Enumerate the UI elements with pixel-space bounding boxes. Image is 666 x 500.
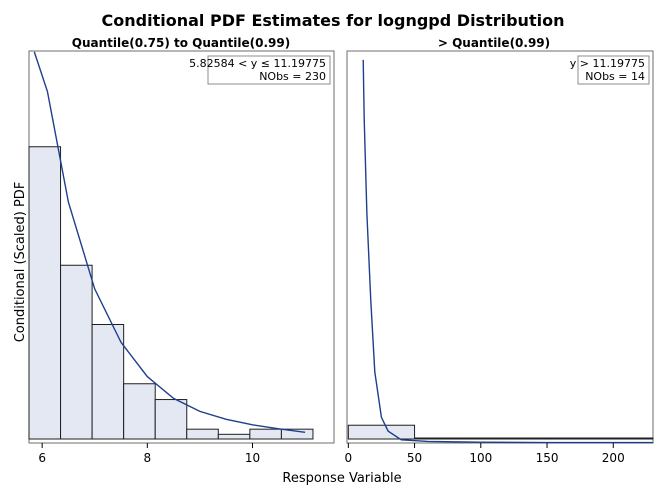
right-density-curve — [362, 59, 653, 444]
x-tick-label: 8 — [143, 451, 151, 465]
right-panel-title: > Quantile(0.99) — [438, 36, 550, 50]
left-histogram — [28, 146, 314, 440]
x-tick-label: 200 — [602, 451, 625, 465]
x-tick-label: 50 — [407, 451, 422, 465]
left-inset-box — [207, 55, 331, 85]
right-inset-box — [577, 55, 650, 85]
histogram-bar — [28, 146, 62, 440]
histogram-bar — [91, 324, 125, 440]
histogram-bar — [186, 428, 219, 440]
x-tick-label: 150 — [536, 451, 559, 465]
left-inset: 5.82584 < y ≤ 11.19775 NObs = 230 — [189, 55, 331, 85]
histogram-bar — [414, 437, 482, 440]
histogram-bar — [60, 264, 93, 440]
histogram-bar — [154, 399, 188, 440]
left-x-axis: 6 8 10 — [38, 443, 260, 465]
right-inset-range: y > 11.19775 — [570, 57, 645, 70]
figure-title: Conditional PDF Estimates for logngpd Di… — [102, 11, 565, 30]
histogram-bar — [280, 428, 314, 440]
x-tick-label: 100 — [469, 451, 492, 465]
left-density-curve — [33, 51, 306, 433]
x-axis-label: Response Variable — [282, 471, 401, 486]
histogram-bar — [480, 437, 548, 440]
histogram-bar — [546, 437, 614, 440]
histogram-bar — [123, 383, 156, 440]
right-x-axis: 0 50 100 150 200 — [345, 443, 625, 465]
right-panel: 0 50 100 150 200 y > 11.19775 NObs = 14 — [345, 50, 654, 465]
x-tick-label: 10 — [245, 451, 260, 465]
left-panel: 6 8 10 5.82584 < y ≤ 11.19775 NObs = 230 — [28, 50, 335, 465]
left-panel-title: Quantile(0.75) to Quantile(0.99) — [72, 36, 290, 50]
x-tick-label: 6 — [38, 451, 46, 465]
right-plot-frame — [346, 50, 654, 444]
histogram-bar — [249, 428, 282, 440]
y-axis-label: Conditional (Scaled) PDF — [13, 182, 28, 343]
x-tick-label: 0 — [345, 451, 353, 465]
left-inset-nobs: NObs = 230 — [259, 70, 326, 83]
left-inset-range: 5.82584 < y ≤ 11.19775 — [189, 57, 326, 70]
histogram-bar — [347, 424, 416, 440]
histogram-bar — [217, 433, 251, 440]
right-inset: y > 11.19775 NObs = 14 — [570, 55, 650, 85]
histogram-bar — [612, 437, 654, 440]
right-histogram — [347, 424, 654, 440]
right-inset-nobs: NObs = 14 — [585, 70, 645, 83]
